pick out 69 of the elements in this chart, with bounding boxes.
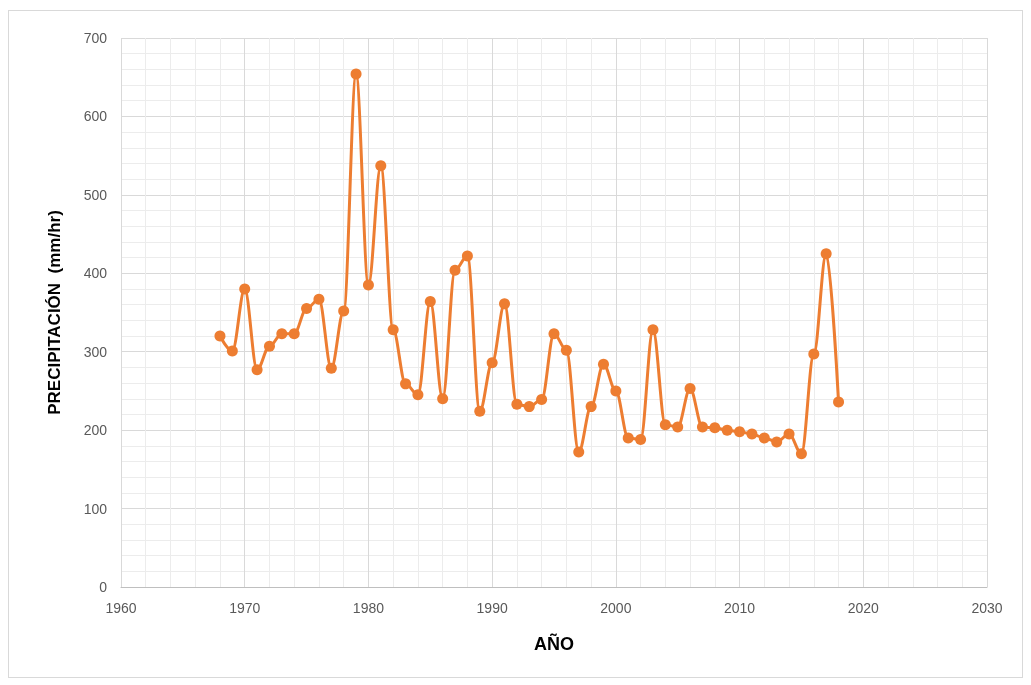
x-tick-label: 2030 bbox=[971, 600, 1003, 616]
x-tick-label: 2000 bbox=[600, 600, 632, 616]
x-tick-label: 1980 bbox=[352, 600, 385, 616]
point bbox=[808, 348, 820, 360]
point bbox=[709, 422, 721, 434]
y-tick-label: 700 bbox=[83, 30, 108, 46]
point bbox=[338, 305, 350, 317]
y-tick-label: 400 bbox=[83, 265, 108, 282]
point bbox=[313, 293, 325, 305]
point bbox=[226, 345, 238, 357]
point bbox=[610, 385, 622, 397]
y-tick-label: 500 bbox=[83, 186, 108, 203]
point bbox=[523, 401, 535, 413]
point bbox=[511, 398, 523, 410]
point bbox=[598, 358, 609, 370]
point bbox=[449, 264, 461, 276]
point bbox=[833, 396, 845, 408]
point bbox=[214, 330, 226, 342]
point bbox=[820, 248, 832, 260]
point bbox=[412, 389, 424, 401]
point bbox=[721, 424, 733, 436]
point bbox=[573, 446, 585, 458]
point bbox=[288, 328, 300, 340]
y-tick-label: 100 bbox=[83, 500, 108, 517]
point bbox=[548, 328, 560, 340]
point bbox=[362, 279, 374, 291]
y-tick-label: 200 bbox=[83, 422, 108, 439]
point bbox=[783, 428, 795, 440]
point bbox=[684, 383, 696, 395]
point bbox=[659, 419, 671, 431]
point bbox=[795, 448, 807, 460]
y-tick-label: 0 bbox=[99, 579, 108, 595]
x-tick-label: 1970 bbox=[229, 600, 261, 616]
point bbox=[696, 421, 708, 433]
point bbox=[734, 426, 746, 438]
x-axis-title: AÑO bbox=[534, 633, 574, 654]
point bbox=[622, 432, 634, 444]
point bbox=[647, 324, 659, 336]
y-axis-title: PRECIPITACIÓN (mm/hr) bbox=[45, 210, 64, 415]
point bbox=[263, 340, 275, 352]
point bbox=[424, 296, 436, 308]
point bbox=[239, 283, 251, 295]
point bbox=[461, 250, 473, 262]
point bbox=[276, 328, 288, 340]
y-tick-label: 300 bbox=[83, 343, 108, 360]
point bbox=[746, 428, 758, 440]
point bbox=[474, 405, 486, 417]
point bbox=[387, 324, 399, 336]
point bbox=[635, 434, 647, 446]
point bbox=[560, 344, 572, 356]
x-tick-label: 2020 bbox=[847, 600, 880, 616]
point bbox=[672, 421, 684, 433]
point bbox=[536, 394, 548, 406]
point bbox=[771, 436, 783, 448]
y-tick-label: 600 bbox=[83, 108, 108, 125]
x-tick-label: 2010 bbox=[723, 600, 756, 616]
point bbox=[400, 378, 412, 390]
point bbox=[437, 393, 449, 405]
point bbox=[251, 364, 263, 376]
point bbox=[499, 298, 511, 310]
point bbox=[758, 432, 770, 444]
point bbox=[325, 362, 337, 374]
x-tick-label: 1990 bbox=[476, 600, 508, 616]
point bbox=[486, 357, 498, 369]
point bbox=[585, 401, 597, 413]
point bbox=[301, 303, 313, 315]
x-tick-label: 1960 bbox=[105, 600, 137, 616]
point bbox=[350, 68, 362, 80]
point bbox=[375, 160, 387, 172]
